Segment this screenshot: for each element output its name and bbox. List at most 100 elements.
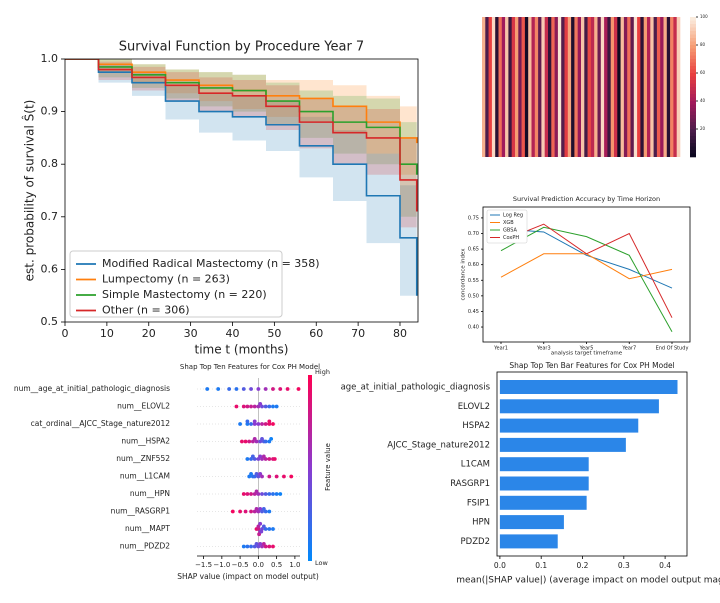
colorbar-segment bbox=[690, 55, 696, 60]
shap-dot bbox=[263, 439, 268, 444]
heatmap-cell bbox=[633, 17, 638, 157]
shap-dot bbox=[259, 529, 264, 534]
shap-dot bbox=[216, 387, 221, 391]
shap-dot bbox=[256, 387, 261, 391]
shap-dot bbox=[267, 474, 272, 479]
shap-dot bbox=[241, 544, 246, 549]
legend-box bbox=[486, 209, 528, 244]
heatmap-cell bbox=[640, 17, 644, 157]
y-tick-label: 0.55 bbox=[468, 278, 479, 284]
shap-dot bbox=[245, 492, 250, 496]
colorbar-segment bbox=[690, 48, 696, 53]
shap-dot bbox=[249, 422, 253, 426]
heatmap-cell bbox=[643, 17, 648, 157]
heatmap-cell bbox=[495, 17, 499, 157]
shap-dot bbox=[249, 387, 253, 391]
shap-dot bbox=[241, 404, 246, 409]
shap-dot bbox=[245, 422, 250, 426]
series-line bbox=[500, 223, 673, 318]
heatmap-cell bbox=[600, 17, 605, 157]
colorbar-segment bbox=[690, 59, 696, 63]
colorbar-segment bbox=[690, 101, 696, 105]
y-axis-label: est. probability of survival Ŝ(t) bbox=[22, 100, 37, 282]
colorbar-segment bbox=[690, 87, 696, 91]
shap-dot bbox=[252, 422, 257, 426]
shap-dot bbox=[267, 527, 272, 531]
x-axis-label: SHAP value (impact on model output) bbox=[177, 572, 319, 581]
heatmap-cell bbox=[587, 17, 592, 157]
y-tick-label: 0.75 bbox=[468, 215, 479, 221]
heatmap-cell bbox=[627, 17, 631, 157]
colorbar-segment bbox=[690, 143, 696, 147]
shap-dot bbox=[249, 509, 253, 514]
y-tick-label: 1.0 bbox=[41, 52, 59, 65]
x-tick-label: 40 bbox=[225, 327, 239, 340]
axes-frame bbox=[496, 371, 688, 557]
bar bbox=[499, 534, 558, 549]
shap-dot bbox=[263, 422, 268, 426]
heatmap-cell bbox=[511, 17, 516, 157]
legend-label: GBSA bbox=[503, 228, 517, 234]
heatmap-cell bbox=[604, 17, 608, 157]
chart-title: Survival Prediction Accuracy by Time Hor… bbox=[513, 195, 660, 203]
heatmap-cell bbox=[650, 17, 654, 157]
colorbar-segment bbox=[690, 94, 696, 98]
legend-label: Modified Radical Mastectomy (n = 358) bbox=[102, 257, 320, 270]
shap-dot bbox=[278, 492, 283, 496]
heatmap-cell bbox=[482, 17, 486, 157]
colorbar-segment bbox=[690, 122, 696, 126]
shap-dot bbox=[249, 544, 253, 549]
colorbar-segment bbox=[690, 66, 696, 70]
shap-dot bbox=[263, 544, 268, 549]
heatmap-cell bbox=[515, 17, 519, 157]
shap-dot bbox=[205, 387, 210, 391]
colorbar-segment bbox=[690, 139, 696, 144]
colorbar-segment bbox=[690, 41, 696, 46]
heatmap-cell bbox=[531, 17, 536, 157]
heatmap-cell bbox=[660, 17, 664, 157]
x-tick-label: −1.0 bbox=[213, 561, 230, 569]
heatmap-cell bbox=[666, 17, 671, 157]
shap-dot bbox=[241, 387, 246, 391]
y-tick-label: HSPA2 bbox=[462, 421, 490, 431]
x-tick-label: −0.5 bbox=[232, 561, 249, 569]
heatmap-cell bbox=[617, 17, 621, 157]
legend-label: CoxPH bbox=[503, 235, 519, 241]
x-tick-label: −1.5 bbox=[195, 561, 212, 569]
x-tick-label: 80 bbox=[393, 327, 407, 340]
x-tick-label: 0.0 bbox=[253, 561, 264, 569]
shap-dot bbox=[256, 422, 261, 426]
shap-dot bbox=[269, 437, 274, 441]
bar bbox=[499, 495, 587, 510]
shap-dot bbox=[249, 492, 253, 496]
heatmap-cell bbox=[571, 17, 575, 157]
x-axis-label: time t (months) bbox=[194, 343, 288, 357]
heatmap-cell bbox=[676, 17, 681, 157]
bar bbox=[499, 515, 564, 530]
heatmap-cell bbox=[610, 17, 615, 157]
colorbar-segment bbox=[690, 132, 696, 137]
heatmap-cell bbox=[544, 17, 549, 157]
y-tick-label: PDZD2 bbox=[461, 537, 490, 547]
confidence-band bbox=[65, 59, 417, 322]
shap-dot bbox=[289, 474, 294, 479]
bar bbox=[499, 476, 589, 491]
y-tick-label: 0.50 bbox=[468, 293, 479, 299]
heatmap-cell bbox=[534, 17, 539, 157]
x-axis-label: analysis target timeframe bbox=[551, 351, 623, 357]
colorbar-segment bbox=[690, 45, 696, 49]
x-tick-label: 50 bbox=[267, 327, 281, 340]
x-tick-label: Year3 bbox=[536, 346, 551, 352]
shap-dot bbox=[260, 492, 264, 496]
heatmap-cell bbox=[557, 17, 562, 157]
y-tick-label: AJCC_Stage_nature2012 bbox=[387, 440, 490, 450]
chart-title: Survival Function by Procedure Year 7 bbox=[119, 40, 364, 55]
feature-label: num__age_at_initial_pathologic_diagnosis bbox=[14, 384, 170, 393]
heatmap-cell bbox=[554, 17, 559, 157]
heatmap-cell bbox=[574, 17, 578, 157]
survival-line bbox=[65, 59, 418, 296]
shap-dot bbox=[271, 492, 275, 496]
heatmap-cell bbox=[524, 17, 529, 157]
shap-dot bbox=[271, 527, 275, 531]
shap-dot bbox=[249, 404, 253, 409]
